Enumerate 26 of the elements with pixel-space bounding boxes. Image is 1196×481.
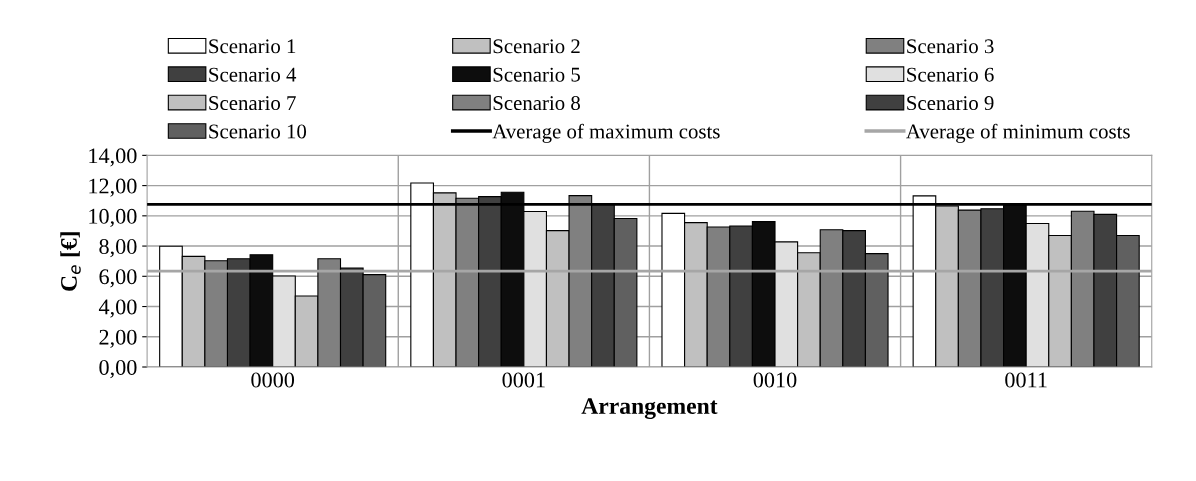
legend-label: Scenario 7	[209, 96, 296, 111]
x-tick-label: 0000	[251, 372, 295, 388]
legend-label: Scenario 8	[493, 96, 580, 111]
legend-label: Average of minimum costs	[906, 123, 1130, 143]
y-tick-label: 12,00	[89, 178, 137, 197]
x-tick-label: 0010	[753, 372, 797, 388]
y-tick-label: 0,00	[99, 359, 137, 379]
legend-label: Scenario 1	[209, 39, 296, 54]
y-tick-label: 2,00	[99, 329, 137, 348]
legend-label: Average of maximum costs	[492, 123, 720, 143]
x-axis-title: Arrangement	[581, 398, 718, 419]
legend-label: Scenario 5	[493, 67, 580, 82]
legend-label: Scenario 6	[907, 67, 994, 82]
x-tick-label: 0011	[1005, 372, 1047, 388]
legend-label: Scenario 2	[493, 39, 580, 54]
y-tick-label: 6,00	[99, 269, 137, 288]
legend-label: Scenario 3	[907, 39, 994, 54]
y-tick-label: 8,00	[99, 239, 137, 258]
legend-label: Scenario 4	[209, 67, 297, 82]
y-tick-label: 4,00	[98, 299, 137, 318]
y-tick-label: 14,00	[89, 148, 137, 167]
legend-label: Scenario 9	[907, 96, 994, 111]
legend-label: Scenario 10	[209, 124, 307, 139]
y-axis-title: C$_{e}$ [€]	[60, 232, 81, 291]
y-tick-label: 10,00	[89, 208, 137, 227]
x-tick-label: 0001	[502, 372, 545, 388]
